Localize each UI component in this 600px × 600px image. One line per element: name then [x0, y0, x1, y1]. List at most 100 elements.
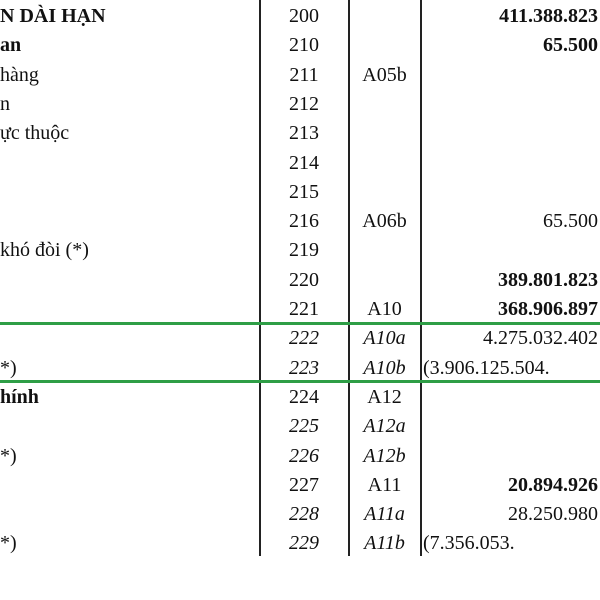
row-amount-cell — [421, 61, 600, 90]
row-code: 212 — [289, 92, 319, 115]
row-amount-cell — [421, 236, 600, 265]
row-amount-cell — [421, 412, 600, 441]
row-amount-cell: 389.801.823 — [421, 266, 600, 295]
row-note — [348, 266, 421, 295]
row-note: A11a — [364, 503, 405, 526]
row-note: A11b — [364, 532, 405, 555]
table-row: 221 A10 368.906.897 — [0, 295, 600, 324]
row-amount: 65.500 — [543, 210, 598, 233]
table-row: N DÀI HẠN 200 411.388.823 — [0, 2, 600, 31]
row-code: 226 — [289, 444, 319, 467]
row-amount-cell: 65.500 — [421, 31, 600, 60]
row-label: ực thuộc — [0, 122, 70, 145]
row-amount: 20.894.926 — [508, 473, 598, 496]
highlight-line-top — [0, 322, 600, 325]
row-amount-cell: 411.388.823 — [421, 2, 600, 31]
row-amount-cell — [421, 149, 600, 178]
table-row: *) 229 A11b (7.356.053. — [0, 529, 600, 558]
table-row: hính 224 A12 — [0, 383, 600, 412]
row-code: 221 — [289, 298, 319, 320]
row-note — [348, 236, 421, 265]
row-note — [348, 149, 421, 178]
row-code: 213 — [289, 122, 319, 145]
row-amount-cell: (3.906.125.504. — [421, 354, 600, 383]
row-amount: 389.801.823 — [498, 268, 598, 291]
row-amount-cell — [421, 178, 600, 207]
row-label: *) — [0, 532, 17, 555]
row-note — [348, 31, 421, 60]
highlight-line-bottom — [0, 380, 600, 383]
row-code: 200 — [289, 5, 319, 27]
row-amount-cell: 20.894.926 — [421, 471, 600, 500]
row-note: A10b — [363, 356, 406, 379]
column-divider-code-left — [259, 0, 261, 556]
row-note: A10a — [363, 327, 406, 350]
row-amount: 368.906.897 — [498, 298, 598, 320]
row-amount-cell: 368.906.897 — [421, 295, 600, 324]
row-note: A05b — [362, 63, 407, 86]
row-amount: 28.250.980 — [508, 503, 598, 526]
row-note: A12a — [363, 415, 406, 438]
row-code: 220 — [289, 268, 319, 291]
row-code: 216 — [289, 210, 319, 233]
row-code: 228 — [289, 503, 319, 526]
table-row: ực thuộc 213 — [0, 119, 600, 148]
row-amount: (3.906.125.504. — [423, 356, 550, 379]
table-row: 215 — [0, 178, 600, 207]
table-row: 222 A10a 4.275.032.402 — [0, 324, 600, 353]
row-amount: (7.356.053. — [423, 532, 515, 555]
row-code: 214 — [289, 151, 319, 174]
row-label: N DÀI HẠN — [0, 5, 106, 27]
row-amount-cell: 28.250.980 — [421, 500, 600, 529]
row-label: *) — [0, 444, 17, 467]
row-code: 211 — [289, 63, 319, 86]
table-row: *) 226 A12b — [0, 442, 600, 471]
row-label: *) — [0, 356, 17, 379]
table-row: *) 223 A10b (3.906.125.504. — [0, 354, 600, 383]
row-code: 210 — [289, 34, 319, 57]
row-note: A11 — [367, 473, 402, 496]
row-note: A12 — [367, 385, 402, 408]
table-row: hàng 211 A05b — [0, 61, 600, 90]
table-row: an 210 65.500 — [0, 31, 600, 60]
row-amount-cell — [421, 442, 600, 471]
table-row: n 212 — [0, 90, 600, 119]
table-row: 220 389.801.823 — [0, 266, 600, 295]
row-note — [348, 2, 421, 31]
row-code: 223 — [289, 356, 319, 379]
row-code: 229 — [289, 532, 319, 555]
table-row: 216 A06b 65.500 — [0, 207, 600, 236]
row-amount-cell: 4.275.032.402 — [421, 324, 600, 353]
row-label: khó đòi (*) — [0, 239, 89, 262]
row-code: 225 — [289, 415, 319, 438]
row-amount-cell: 65.500 — [421, 207, 600, 236]
row-amount-cell — [421, 119, 600, 148]
row-amount-cell — [421, 90, 600, 119]
row-note: A06b — [362, 210, 407, 233]
row-note: A12b — [363, 444, 406, 467]
table-row: 227 A11 20.894.926 — [0, 471, 600, 500]
table-row: 225 A12a — [0, 412, 600, 441]
row-code: 224 — [289, 385, 319, 408]
row-amount: 65.500 — [543, 34, 598, 57]
row-code: 222 — [289, 327, 319, 350]
row-label: hàng — [0, 63, 39, 86]
row-note — [348, 90, 421, 119]
table-row: 228 A11a 28.250.980 — [0, 500, 600, 529]
row-amount: 4.275.032.402 — [483, 327, 598, 350]
row-code: 219 — [289, 239, 319, 262]
row-note — [348, 119, 421, 148]
column-divider-amount-left — [420, 0, 422, 556]
row-label: n — [0, 92, 10, 115]
table-row: 214 — [0, 149, 600, 178]
row-label: an — [0, 34, 22, 57]
row-code: 215 — [289, 180, 319, 203]
row-note — [348, 178, 421, 207]
row-note: A10 — [367, 298, 402, 320]
row-amount: 411.388.823 — [499, 5, 598, 27]
table-row: khó đòi (*) 219 — [0, 236, 600, 265]
row-code: 227 — [289, 473, 319, 496]
column-divider-note-left — [348, 0, 350, 556]
row-amount-cell — [421, 383, 600, 412]
